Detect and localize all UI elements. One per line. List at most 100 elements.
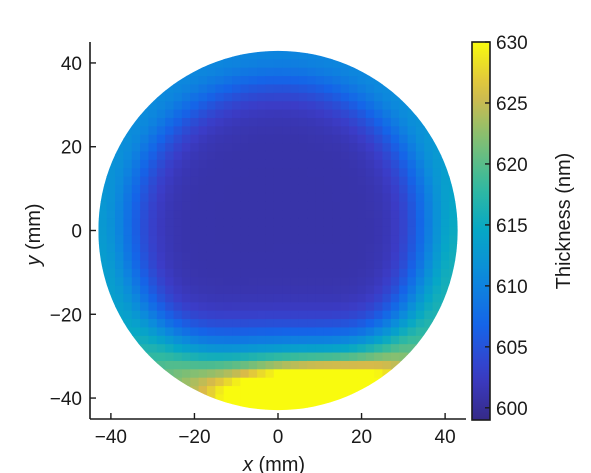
heatmap-cell: [206, 402, 216, 411]
heatmap-cell: [340, 176, 350, 185]
heatmap-cell: [198, 192, 208, 202]
heatmap-cell: [399, 293, 409, 303]
heatmap-cell: [415, 268, 425, 278]
heatmap-cell: [390, 167, 400, 177]
heatmap-cell: [357, 142, 367, 152]
heatmap-cell: [407, 117, 417, 127]
heatmap-cell: [232, 343, 241, 353]
heatmap-cell: [340, 360, 350, 370]
heatmap-cell: [223, 217, 233, 227]
heatmap-cell: [165, 377, 175, 387]
heatmap-cell: [215, 268, 225, 278]
heatmap-cell: [349, 92, 358, 102]
heatmap-cell: [165, 176, 175, 185]
heatmap-cell: [257, 125, 267, 135]
heatmap-cell: [449, 217, 458, 227]
heatmap-cell: [198, 117, 208, 127]
heatmap-cell: [273, 217, 283, 227]
heatmap-cell: [265, 301, 275, 311]
heatmap-cell: [206, 58, 216, 68]
heatmap-cell: [323, 335, 333, 345]
heatmap-cell: [349, 234, 358, 244]
heatmap-cell: [282, 360, 292, 370]
heatmap-cell: [165, 310, 175, 320]
heatmap-cell: [273, 243, 283, 253]
heatmap-cell: [298, 293, 308, 303]
heatmap-cell: [365, 209, 375, 219]
heatmap-cell: [323, 360, 333, 370]
heatmap-cell: [190, 343, 200, 353]
heatmap-cell: [323, 234, 333, 244]
heatmap-cell: [440, 310, 450, 320]
heatmap-cell: [215, 276, 225, 286]
heatmap-cell: [424, 284, 434, 294]
heatmap-cell: [440, 276, 450, 286]
heatmap-cell: [248, 167, 258, 177]
heatmap-cell: [123, 284, 133, 294]
heatmap-cell: [131, 301, 141, 311]
heatmap-cell: [365, 217, 375, 227]
heatmap-cell: [374, 234, 384, 244]
heatmap-cell: [273, 393, 283, 403]
heatmap-cell: [198, 75, 208, 85]
heatmap-cell: [323, 276, 333, 286]
heatmap-cell: [173, 184, 183, 194]
heatmap-cell: [190, 259, 200, 269]
heatmap-cell: [106, 276, 116, 286]
heatmap-cell: [165, 335, 175, 345]
heatmap-cell: [315, 67, 325, 77]
heatmap-cell: [257, 385, 267, 395]
heatmap-cell: [399, 268, 409, 278]
heatmap-cell: [165, 268, 175, 278]
heatmap-cell: [424, 167, 434, 177]
heatmap-cell: [382, 167, 392, 177]
heatmap-cell: [399, 343, 409, 353]
heatmap-cell: [257, 117, 267, 127]
heatmap-cell: [382, 360, 392, 370]
heatmap-cell: [374, 217, 384, 227]
heatmap-cell: [298, 134, 308, 144]
heatmap-cell: [165, 217, 175, 227]
heatmap-cell: [131, 209, 141, 219]
heatmap-cell: [140, 167, 150, 177]
heatmap-cell: [198, 234, 208, 244]
heatmap-cell: [407, 167, 417, 177]
heatmap-cell: [131, 284, 141, 294]
heatmap-cell: [240, 150, 250, 160]
heatmap-cell: [415, 176, 425, 185]
heatmap-cell: [307, 276, 317, 286]
colorbar-tick-label: 605: [496, 338, 528, 359]
heatmap-cell: [173, 159, 183, 169]
heatmap-cell: [140, 251, 150, 261]
heatmap-cell: [282, 377, 292, 387]
heatmap-cell: [323, 243, 333, 253]
heatmap-cell: [365, 318, 375, 328]
heatmap-cell: [265, 159, 275, 169]
heatmap-cell: [165, 209, 175, 219]
heatmap-cell: [140, 234, 150, 244]
heatmap-cell: [407, 142, 417, 152]
heatmap-cell: [140, 335, 150, 345]
heatmap-cell: [382, 377, 392, 387]
heatmap-cell: [165, 201, 175, 211]
heatmap-cell: [432, 251, 442, 261]
heatmap-cell: [115, 268, 125, 278]
heatmap-cell: [407, 184, 417, 194]
heatmap-cell: [390, 310, 400, 320]
heatmap-cell: [290, 335, 300, 345]
heatmap-cell: [173, 117, 183, 127]
heatmap-cell: [349, 192, 358, 202]
heatmap-cell: [165, 251, 175, 261]
heatmap-cell: [365, 268, 375, 278]
heatmap-cell: [449, 226, 458, 236]
heatmap-cell: [248, 293, 258, 303]
heatmap-cell: [399, 201, 409, 211]
heatmap-cell: [374, 117, 384, 127]
heatmap-cell: [140, 209, 150, 219]
heatmap-cell: [298, 251, 308, 261]
heatmap-cell: [390, 326, 400, 336]
heatmap-cell: [282, 385, 292, 395]
heatmap-cell: [315, 217, 325, 227]
heatmap-cell: [265, 351, 275, 361]
heatmap-cell: [98, 259, 108, 269]
